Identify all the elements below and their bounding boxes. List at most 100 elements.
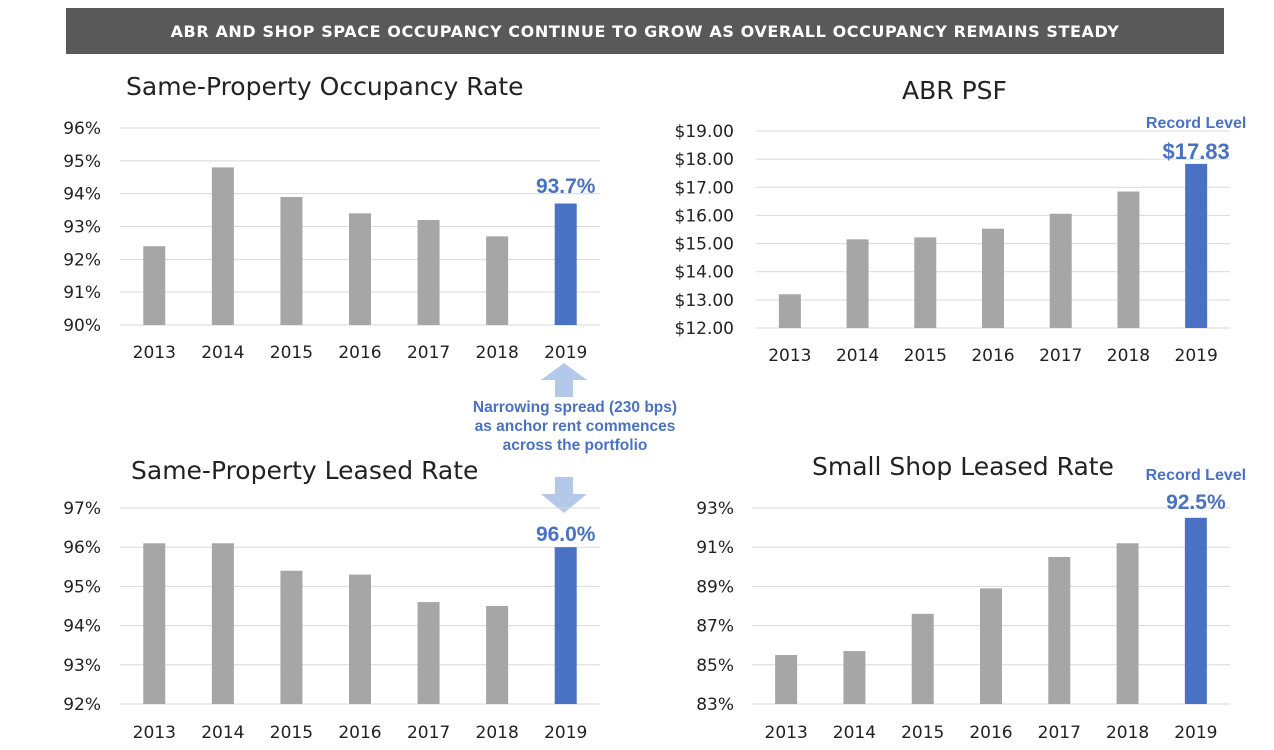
occupancy-bar-2019 (554, 203, 577, 325)
leased-y-tick-label: 97% (63, 499, 101, 519)
header-banner: ABR AND SHOP SPACE OCCUPANCY CONTINUE TO… (66, 8, 1224, 54)
abr-y-tick-label: $12.00 (675, 319, 734, 339)
smallshop-bar-2016 (980, 588, 1002, 704)
smallshop-bar-2015 (911, 613, 934, 704)
leased-bar-2016 (349, 574, 371, 704)
smallshop-bar-2013 (775, 655, 798, 704)
smallshop-bar-2017 (1048, 557, 1071, 704)
smallshop-x-tick-label: 2018 (1106, 723, 1149, 743)
abr-y-tick-label: $16.00 (675, 206, 734, 226)
leased-x-tick-label: 2018 (476, 723, 519, 743)
leased-x-tick-label: 2015 (270, 723, 313, 743)
leased-y-tick-label: 93% (63, 656, 101, 676)
occupancy-value-label: 93.7% (536, 175, 596, 198)
occupancy-x-tick-label: 2017 (407, 343, 450, 363)
smallshop-x-tick-label: 2015 (901, 723, 944, 743)
abr-y-tick-label: $17.00 (675, 178, 734, 198)
leased-y-tick-label: 92% (63, 695, 101, 715)
occupancy-bar-2013 (143, 246, 166, 325)
spread-annotation: Narrowing spread (230 bps) as anchor ren… (472, 399, 678, 454)
abr-x-tick-label: 2014 (836, 346, 879, 366)
smallshop-y-tick-label: 91% (696, 538, 734, 558)
occupancy-y-tick-label: 93% (63, 218, 101, 238)
occupancy-y-tick-label: 92% (63, 250, 101, 270)
abr-bar-2014 (846, 239, 869, 328)
abr-bar-2018 (1117, 191, 1140, 328)
abr-y-tick-label: $15.00 (675, 235, 734, 255)
smallshop-x-tick-label: 2016 (969, 723, 1012, 743)
leased-bar-2014 (211, 543, 234, 704)
occupancy-x-tick-label: 2014 (201, 343, 244, 363)
abr-chart-title: ABR PSF (902, 76, 1007, 105)
occupancy-x-tick-label: 2013 (133, 343, 176, 363)
smallshop-bar-2014 (843, 651, 866, 704)
abr-x-tick-label: 2016 (971, 346, 1014, 366)
smallshop-y-tick-label: 85% (696, 656, 734, 676)
leased-bar-2018 (486, 606, 509, 704)
abr-bar-2013 (778, 294, 801, 328)
leased-bar-2019 (554, 547, 577, 704)
abr-y-tick-label: $18.00 (675, 150, 734, 170)
smallshop-y-tick-label: 89% (696, 577, 734, 597)
leased-bar-2013 (143, 543, 166, 704)
occupancy-y-tick-label: 91% (63, 283, 101, 303)
abr-y-tick-label: $19.00 (675, 122, 734, 142)
smallshop-y-tick-label: 93% (696, 499, 734, 519)
leased-x-tick-label: 2014 (201, 723, 244, 743)
occupancy-y-tick-label: 95% (63, 152, 101, 172)
leased-value-label: 96.0% (536, 523, 596, 546)
abr-bar-2019 (1185, 163, 1208, 328)
occupancy-bar-2016 (349, 213, 371, 325)
abr-bar-2017 (1049, 213, 1072, 328)
leased-x-tick-label: 2016 (338, 723, 381, 743)
abr-record-level-label: Record Level (1146, 115, 1246, 132)
abr-x-tick-label: 2019 (1175, 346, 1218, 366)
smallshop-value-label: 92.5% (1166, 491, 1226, 514)
abr-y-tick-label: $14.00 (675, 263, 734, 283)
occupancy-chart-title: Same-Property Occupancy Rate (126, 72, 524, 101)
smallshop-x-tick-label: 2019 (1174, 723, 1217, 743)
occupancy-x-tick-label: 2016 (338, 343, 381, 363)
occupancy-x-tick-label: 2019 (544, 343, 587, 363)
leased-bar-2017 (417, 602, 440, 704)
smallshop-y-tick-label: 87% (696, 617, 734, 637)
leased-y-tick-label: 96% (63, 538, 101, 558)
occupancy-x-tick-label: 2018 (476, 343, 519, 363)
smallshop-bar-2019 (1184, 517, 1207, 704)
leased-y-tick-label: 95% (63, 577, 101, 597)
occupancy-bar-2014 (211, 167, 234, 325)
occupancy-y-tick-label: 94% (63, 185, 101, 205)
abr-x-tick-label: 2015 (904, 346, 947, 366)
smallshop-x-tick-label: 2014 (833, 723, 876, 743)
occupancy-bar-2018 (486, 236, 509, 325)
chart-layer: 90% 91% 92% 93% 94% 95% 96% 2013 2014 2015 2016 201… (63, 115, 1246, 743)
occupancy-bar-2015 (280, 196, 303, 325)
occupancy-bar-2017 (417, 219, 440, 325)
smallshop-y-tick-label: 83% (696, 695, 734, 715)
spread-down-arrow (541, 477, 587, 513)
smallshop-x-tick-label: 2017 (1038, 723, 1081, 743)
leased-bar-2015 (280, 570, 303, 704)
abr-bar-2015 (914, 237, 937, 328)
abr-bar-2016 (982, 228, 1004, 328)
abr-x-tick-label: 2018 (1107, 346, 1150, 366)
smallshop-x-tick-label: 2013 (765, 723, 808, 743)
occupancy-y-tick-label: 96% (63, 119, 101, 139)
leased-chart-title: Same-Property Leased Rate (131, 456, 479, 485)
abr-y-tick-label: $13.00 (675, 291, 734, 311)
leased-y-tick-label: 94% (63, 617, 101, 637)
smallshop-record-level-label: Record Level (1146, 467, 1246, 484)
leased-x-tick-label: 2019 (544, 723, 587, 743)
leased-x-tick-label: 2013 (133, 723, 176, 743)
occupancy-x-tick-label: 2015 (270, 343, 313, 363)
leased-x-tick-label: 2017 (407, 723, 450, 743)
abr-x-tick-label: 2017 (1039, 346, 1082, 366)
occupancy-y-tick-label: 90% (63, 316, 101, 336)
spread-arrows (541, 363, 587, 513)
abr-x-tick-label: 2013 (768, 346, 811, 366)
smallshop-chart-title: Small Shop Leased Rate (812, 452, 1114, 481)
abr-value-label: $17.83 (1162, 139, 1229, 164)
spread-up-arrow (541, 363, 587, 397)
smallshop-bar-2018 (1116, 543, 1139, 704)
